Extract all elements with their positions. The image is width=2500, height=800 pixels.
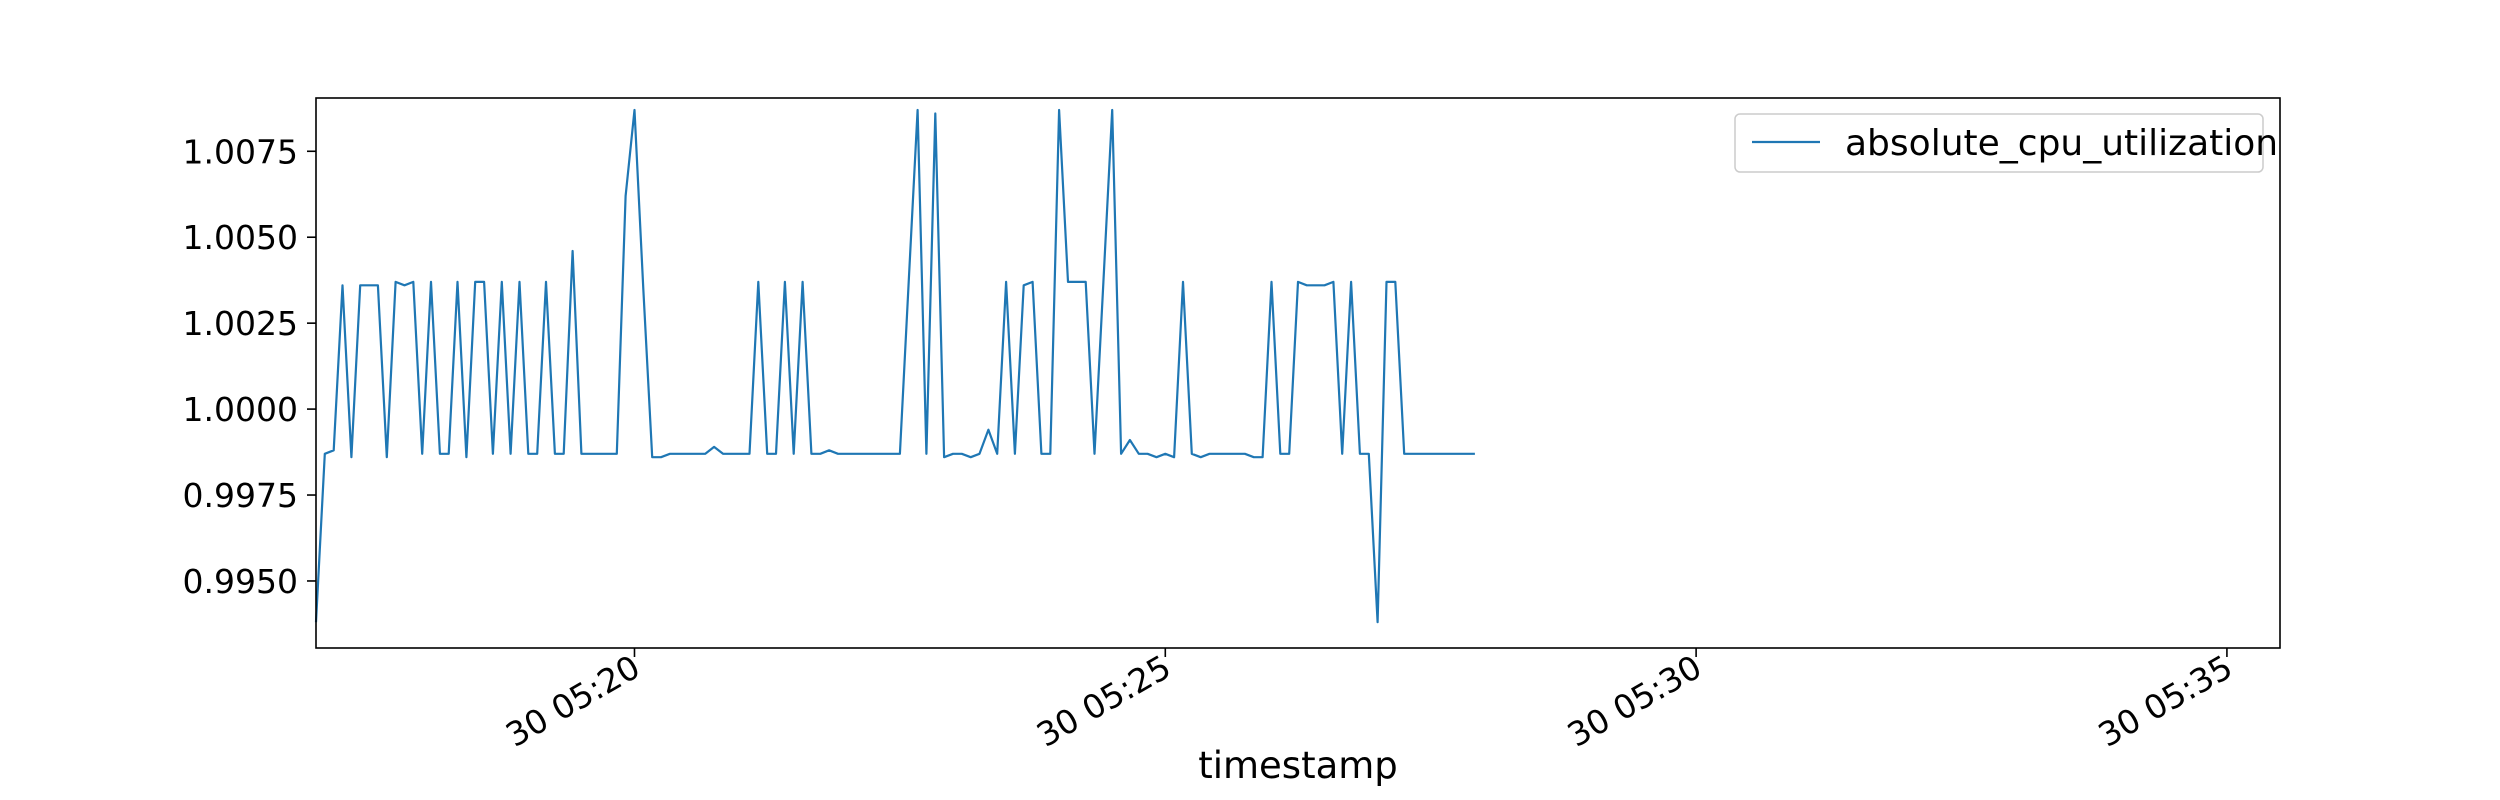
legend-box <box>1734 113 2264 173</box>
y-tick-label: 1.0075 <box>183 132 298 171</box>
y-axis: 0.9950 0.9975 1.0000 1.0025 1.0050 1.0075 <box>183 132 316 601</box>
series-line-0 <box>314 108 1475 624</box>
y-tick-label: 1.0050 <box>183 218 298 257</box>
plot-area <box>314 108 1475 624</box>
y-tick-label: 1.0025 <box>183 304 298 343</box>
axes-frame <box>315 97 2281 649</box>
y-tick-label: 1.0000 <box>183 390 298 429</box>
x-axis-title: timestamp <box>1198 744 1398 787</box>
legend-label: absolute_cpu_utilization <box>1845 123 2278 164</box>
y-tick-label: 0.9975 <box>183 476 298 515</box>
legend: absolute_cpu_utilization <box>1734 113 2278 173</box>
y-tick-label: 0.9950 <box>183 562 298 601</box>
